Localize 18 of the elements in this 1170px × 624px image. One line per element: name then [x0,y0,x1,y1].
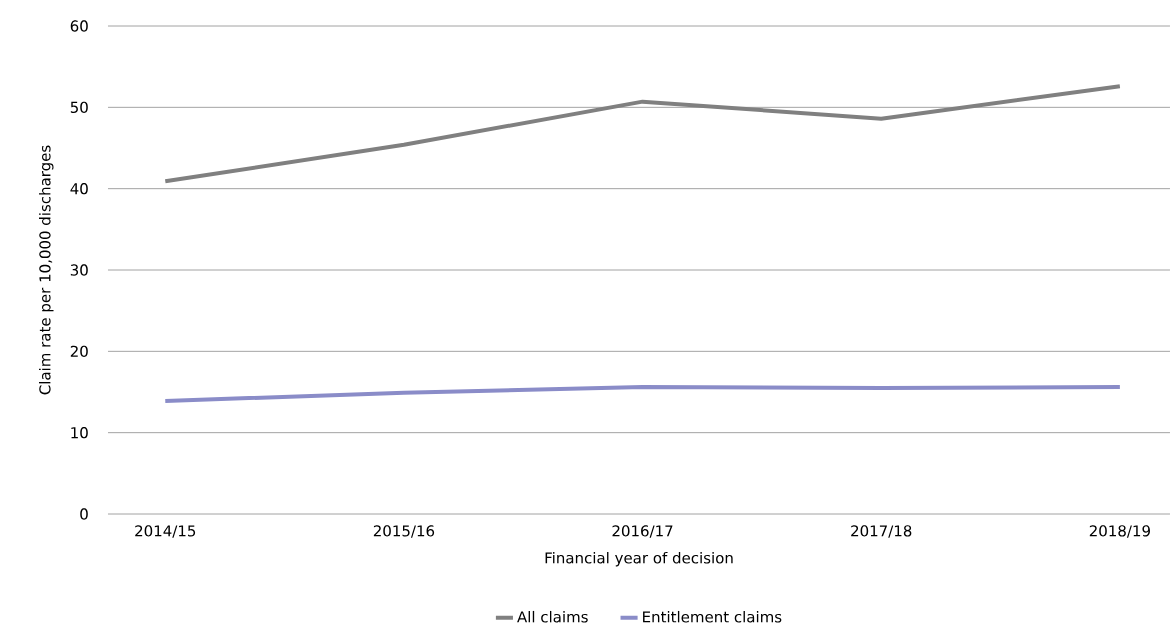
legend-label: Entitlement claims [643,610,782,623]
y-tick-label: 40 [70,182,88,195]
y-tick-label: 50 [70,101,88,114]
x-tick-label: 2017/18 [851,525,912,538]
x-axis-title: Financial year of decision [545,551,733,567]
x-tick-label: 2016/17 [612,525,673,538]
y-axis-title: Claim rate per 10,000 discharges [39,145,54,395]
x-tick-label: 2018/19 [1089,525,1150,538]
y-tick-label: 60 [70,20,88,32]
y-tick-label: 0 [80,508,88,520]
x-tick-label: 2015/16 [373,525,435,538]
line-series [163,385,1122,403]
y-tick-label: 10 [71,426,88,439]
y-tick-label: 30 [70,264,88,276]
y-tick-label: 20 [70,345,88,358]
line-series [163,84,1122,184]
x-tick-label: 2014/15 [135,525,196,538]
legend-label: All claims [517,610,588,623]
